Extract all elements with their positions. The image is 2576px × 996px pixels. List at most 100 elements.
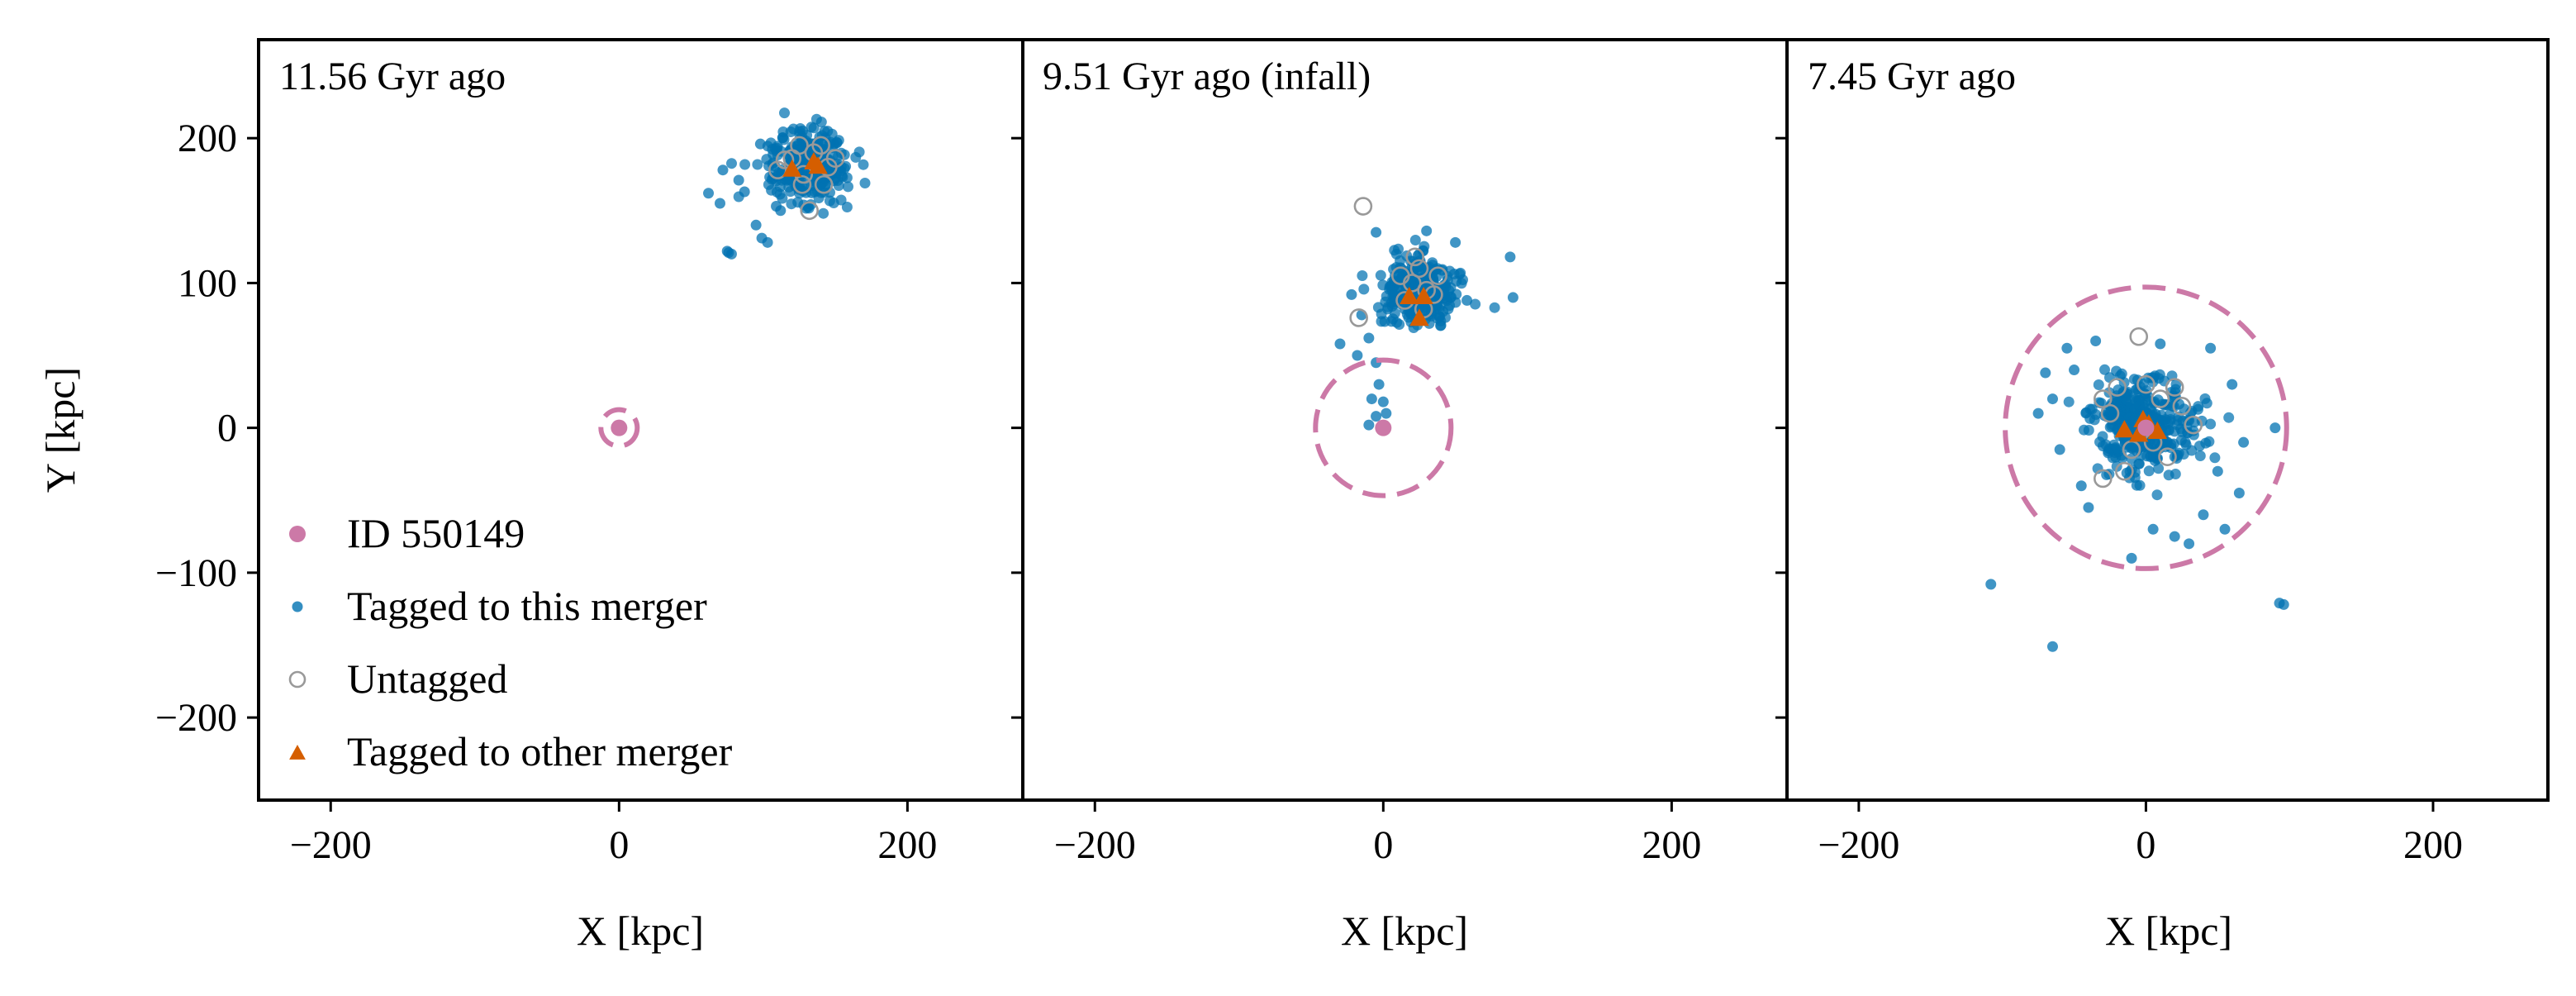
tagged-point	[714, 198, 725, 209]
tagged-point	[2134, 479, 2146, 491]
tagged-point	[1445, 292, 1457, 303]
tagged-point	[2134, 400, 2146, 412]
tagged-point	[2097, 441, 2108, 452]
untagged-point	[2094, 469, 2113, 488]
tagged-point	[1380, 296, 1391, 307]
untagged-point	[1390, 266, 1410, 285]
tagged-point	[2061, 342, 2073, 354]
host-radius-ring	[2003, 284, 2289, 571]
tagged-point	[2205, 342, 2217, 354]
tagged-point	[739, 159, 751, 170]
tagged-point	[1461, 294, 1473, 306]
untagged-point	[2115, 461, 2134, 481]
y-tick-label: 0	[217, 407, 237, 450]
tagged-point	[1427, 257, 1438, 269]
tagged-point	[2116, 368, 2127, 379]
x-tick-label: 200	[1642, 823, 1701, 867]
untagged-point	[1409, 259, 1429, 279]
tagged-point	[2097, 431, 2108, 442]
x-tick-label: 0	[1373, 823, 1393, 867]
panel-frame	[1021, 38, 1789, 802]
tagged-point	[1363, 332, 1375, 344]
tagged-point	[750, 219, 762, 231]
untagged-point	[814, 174, 834, 194]
tagged-point	[2054, 444, 2065, 455]
other-merger-point	[782, 159, 802, 177]
tagged-point	[1385, 316, 1397, 327]
tagged-point	[1507, 292, 1519, 303]
tagged-point	[2199, 393, 2211, 404]
tagged-point	[2193, 401, 2204, 412]
x-axis-label: X [kpc]	[577, 908, 704, 954]
x-tick-label: 0	[2136, 823, 2155, 867]
tagged-point	[766, 184, 777, 196]
tagged-point	[1363, 419, 1375, 431]
panel-frame	[1785, 38, 2550, 802]
tagged-point	[786, 198, 797, 210]
tagged-point	[1396, 270, 1408, 282]
panel-title: 9.51 Gyr ago (infall)	[1043, 55, 1371, 98]
tagged-point	[1334, 338, 1346, 350]
tagged-point	[2046, 393, 2058, 405]
panel-title: 11.56 Gyr ago	[279, 55, 506, 98]
legend-label-other: Tagged to other merger	[347, 728, 733, 774]
other-merger-point	[1400, 286, 1419, 304]
tagged-point	[2233, 487, 2245, 498]
tagged-point	[703, 188, 715, 199]
tagged-point	[837, 171, 848, 183]
tagged-point	[1438, 306, 1449, 317]
tagged-point	[2184, 538, 2195, 550]
tagged-point	[2121, 467, 2132, 479]
tagged-point	[1504, 251, 1516, 263]
tagged-point	[2269, 422, 2281, 434]
tagged-point	[2046, 641, 2058, 652]
untagged-point	[2129, 326, 2149, 346]
legend-marker-untagged	[288, 670, 307, 689]
other-merger-point	[2114, 420, 2135, 438]
untagged-point	[2184, 415, 2203, 435]
untagged-point	[1353, 197, 1373, 216]
tagged-point	[2147, 523, 2159, 535]
tagged-point	[825, 187, 835, 198]
tagged-point	[1489, 302, 1500, 313]
tagged-point	[2079, 424, 2089, 436]
tagged-point	[2133, 458, 2145, 469]
tagged-point	[2162, 424, 2174, 436]
tagged-point	[2219, 523, 2231, 535]
other-merger-point	[1414, 286, 1433, 304]
x-axis-label: X [kpc]	[2105, 908, 2232, 954]
other-merger-point	[2147, 421, 2168, 439]
other-merger-point	[2129, 424, 2149, 442]
untagged-point	[775, 150, 795, 169]
legend-label-untagged: Untagged	[347, 655, 507, 702]
y-tick-label: 100	[178, 261, 237, 305]
tagged-point	[803, 203, 815, 214]
tagged-point	[2193, 441, 2205, 452]
tagged-point	[1346, 288, 1357, 300]
tagged-point	[2203, 436, 2215, 447]
tagged-point	[2090, 335, 2102, 346]
y-axis-label: Y [kpc]	[37, 367, 83, 493]
tagged-point	[2227, 379, 2238, 390]
host-point	[611, 419, 628, 436]
tagged-point	[2151, 489, 2163, 501]
tagged-point	[772, 141, 783, 152]
host-radius-ring	[1313, 357, 1454, 498]
tagged-point	[1352, 350, 1363, 361]
tagged-point	[859, 178, 871, 188]
plot-area	[598, 107, 871, 449]
tagged-point	[721, 245, 733, 257]
tagged-point	[2063, 396, 2075, 407]
x-axis-label: X [kpc]	[1341, 908, 1468, 954]
untagged-point	[825, 149, 845, 168]
tagged-point	[824, 195, 835, 207]
tagged-point	[2113, 384, 2124, 396]
tagged-point	[2099, 364, 2110, 375]
tagged-point	[1358, 284, 1370, 295]
tagged-point	[2155, 338, 2166, 350]
x-tick-label: 200	[2403, 823, 2463, 867]
x-tick-label: −200	[1818, 823, 1899, 867]
untagged-point	[2165, 378, 2184, 397]
legend-label-tagged: Tagged to this merger	[347, 583, 707, 629]
